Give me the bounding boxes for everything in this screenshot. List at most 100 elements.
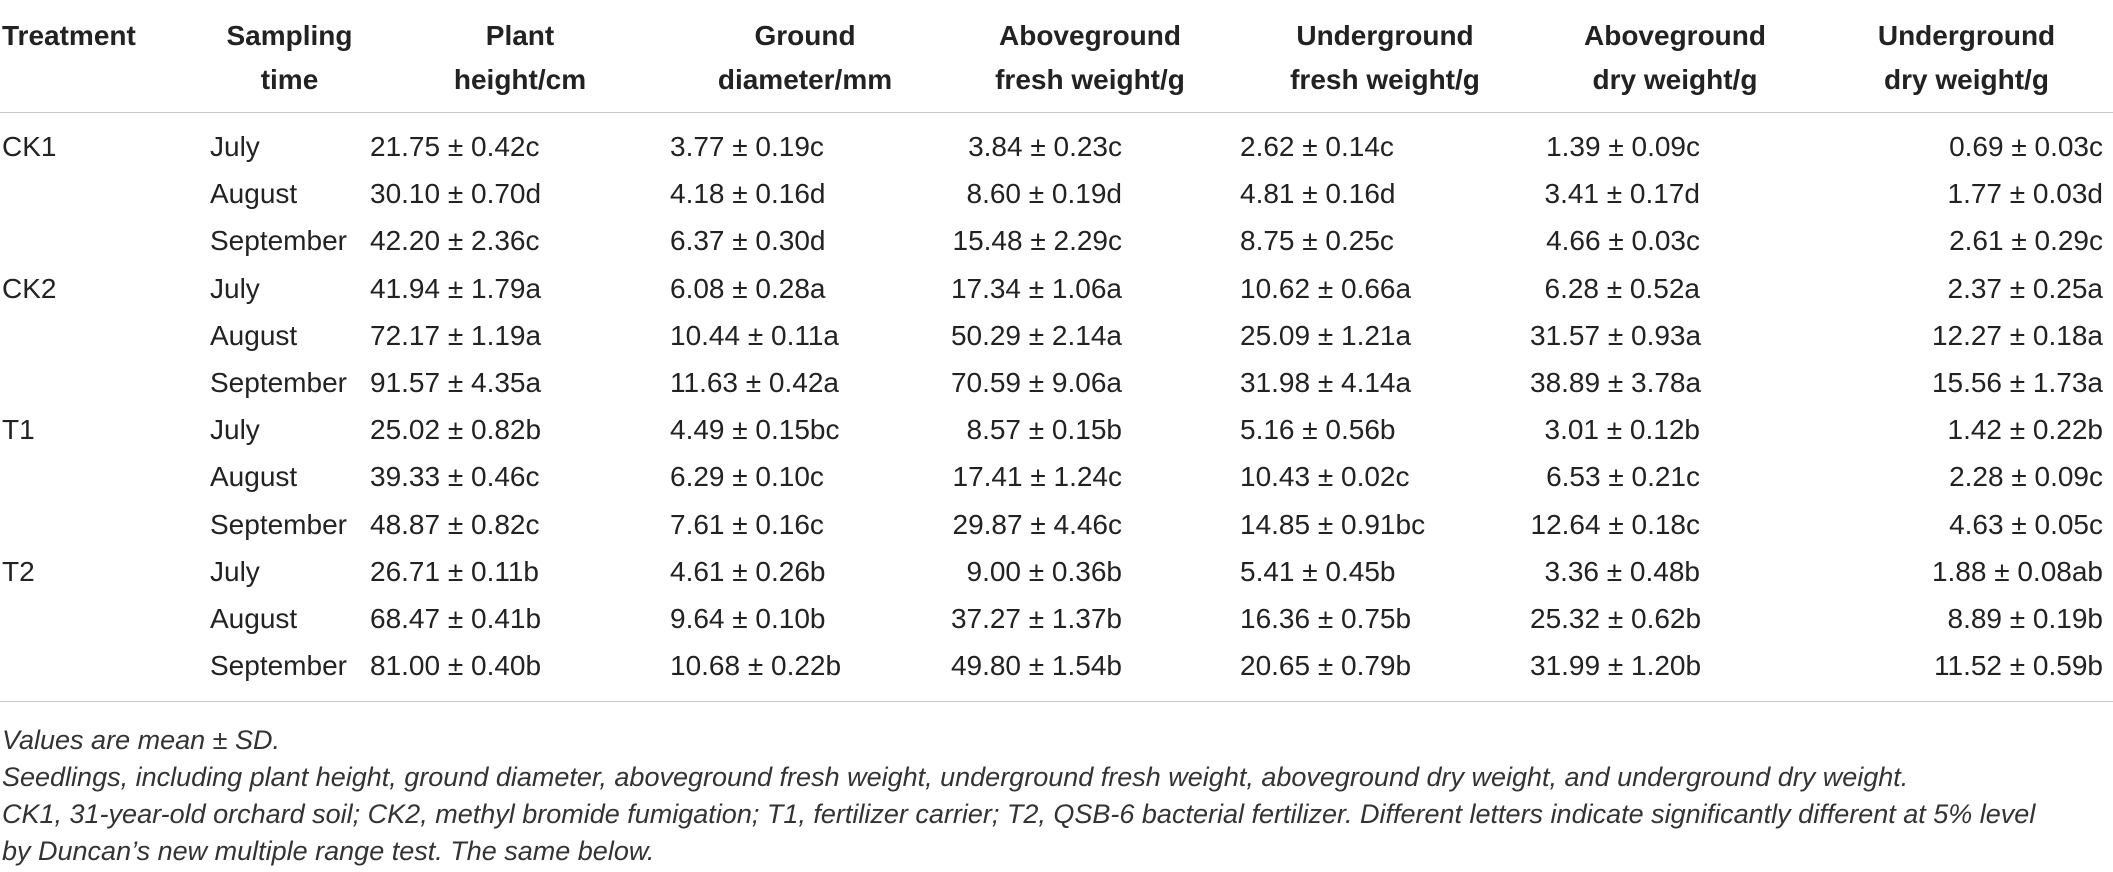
cell-underground-dry-weight: 4.63 ± 0.05c [1949, 508, 2103, 540]
cell-aboveground-dry-weight: 3.36 ± 0.48b [1544, 555, 1701, 587]
header-label: Underground [1877, 20, 2056, 51]
cell-aboveground-dry-weight: 1.39 ± 0.09c [1546, 131, 1700, 162]
header-label: Plant [485, 20, 555, 51]
header-label: Underground [1296, 20, 1474, 51]
cell-ground-diameter: 11.63 ± 0.42a [670, 367, 839, 399]
cell-ground-diameter: 10.44 ± 0.11a [670, 319, 839, 351]
footnote-line: Seedlings, including plant height, groun… [2, 762, 1909, 792]
cell-underground-dry-weight: 1.42 ± 0.22b [1947, 414, 2104, 446]
header-aboveground-dry-weight: Aboveground dry weight/g [1530, 0, 1820, 113]
cell-aboveground-fresh-weight: 17.41 ± 1.24c [952, 461, 1123, 493]
cell-aboveground-dry-weight: 3.41 ± 0.17d [1544, 178, 1701, 210]
cell-treatment [0, 217, 150, 264]
cell-sampling-time: July [210, 555, 260, 587]
cell-underground-dry-weight: 2.37 ± 0.25a [1947, 272, 2104, 304]
header-label: Aboveground [1584, 20, 1766, 51]
cell-treatment: T2 [2, 555, 35, 587]
cell-underground-fresh-weight: 25.09 ± 1.21a [1240, 319, 1412, 351]
cell-underground-dry-weight: 15.56 ± 1.73a [1931, 367, 2103, 399]
cell-underground-fresh-weight: 14.85 ± 0.91bc [1240, 508, 1426, 540]
cell-aboveground-fresh-weight: 49.80 ± 1.54b [940, 642, 1240, 703]
cell-plant-height: 68.47 ± 0.41b [370, 603, 542, 635]
cell-aboveground-dry-weight: 25.32 ± 0.62b [1530, 603, 1702, 635]
cell-sampling-time: August [210, 319, 298, 351]
header-label: fresh weight/g [995, 64, 1185, 95]
header-sampling-time: Sampling time [150, 0, 370, 113]
cell-plant-height: 30.10 ± 0.70d [370, 178, 542, 210]
cell-underground-fresh-weight: 2.62 ± 0.14c [1240, 131, 1394, 162]
cell-ground-diameter: 4.61 ± 0.26b [670, 555, 826, 587]
header-label: diameter/mm [717, 64, 893, 95]
table-row: September 48.87 ± 0.82c 7.61 ± 0.16c 29.87 … [0, 501, 2113, 548]
cell-aboveground-fresh-weight: 8.60 ± 0.19d [966, 178, 1123, 210]
cell-ground-diameter: 10.68 ± 0.22b [670, 642, 940, 703]
table-row: CK1 July 21.75 ± 0.42c 3.77 ± 0.19c 3.84 ± 0… [0, 113, 2113, 171]
cell-underground-dry-weight: 11.52 ± 0.59b [1820, 642, 2113, 703]
cell-plant-height: 21.75 ± 0.42c [370, 131, 540, 162]
cell-plant-height: 39.33 ± 0.46c [370, 461, 540, 493]
cell-treatment [0, 595, 150, 642]
header-treatment: Treatment [0, 0, 150, 113]
cell-plant-height: 81.00 ± 0.40b [370, 642, 670, 703]
header-label: dry weight/g [1592, 64, 1758, 95]
header-plant-height: Plant height/cm [370, 0, 670, 113]
cell-ground-diameter: 4.49 ± 0.15bc [670, 414, 840, 446]
cell-treatment: CK1 [2, 131, 57, 162]
data-table: Treatment Sampling time Plant height/cm … [0, 0, 2113, 703]
cell-underground-fresh-weight: 4.81 ± 0.16d [1240, 178, 1396, 210]
header-ground-diameter: Ground diameter/mm [670, 0, 940, 113]
cell-treatment [0, 642, 150, 703]
cell-sampling-time: July [210, 131, 260, 162]
cell-underground-dry-weight: 1.77 ± 0.03d [1947, 178, 2104, 210]
cell-treatment [0, 359, 150, 406]
cell-underground-dry-weight: 8.89 ± 0.19b [1947, 603, 2104, 635]
cell-aboveground-dry-weight: 31.99 ± 1.20b [1530, 642, 1820, 703]
cell-aboveground-dry-weight: 38.89 ± 3.78a [1530, 367, 1702, 399]
table-row: T2 July 26.71 ± 0.11b 4.61 ± 0.26b 9.00 ± 0.… [0, 548, 2113, 595]
table-row: September 91.57 ± 4.35a 11.63 ± 0.42a 70.59… [0, 359, 2113, 406]
header-underground-fresh-weight: Underground fresh weight/g [1240, 0, 1530, 113]
cell-plant-height: 42.20 ± 2.36c [370, 225, 540, 257]
table-wrapper: Treatment Sampling time Plant height/cm … [0, 0, 2113, 703]
cell-plant-height: 48.87 ± 0.82c [370, 508, 540, 540]
cell-aboveground-fresh-weight: 29.87 ± 4.46c [952, 508, 1123, 540]
cell-treatment [0, 312, 150, 359]
cell-sampling-time: September [210, 225, 347, 257]
cell-ground-diameter: 4.18 ± 0.16d [670, 178, 826, 210]
cell-underground-dry-weight: 2.61 ± 0.29c [1949, 225, 2103, 257]
table-body: CK1 July 21.75 ± 0.42c 3.77 ± 0.19c 3.84 ± 0… [0, 113, 2113, 703]
header-label: time [260, 64, 319, 95]
cell-aboveground-fresh-weight: 8.57 ± 0.15b [966, 414, 1123, 446]
cell-aboveground-fresh-weight: 50.29 ± 2.14a [950, 319, 1122, 351]
cell-treatment: CK2 [2, 272, 57, 304]
cell-sampling-time: July [210, 414, 260, 446]
cell-aboveground-fresh-weight: 17.34 ± 1.06a [950, 272, 1122, 304]
cell-underground-fresh-weight: 5.41 ± 0.45b [1240, 555, 1396, 587]
header-label: height/cm [453, 64, 587, 95]
cell-underground-dry-weight: 1.88 ± 0.08ab [1931, 555, 2103, 587]
cell-plant-height: 72.17 ± 1.19a [370, 319, 542, 351]
cell-aboveground-dry-weight: 12.64 ± 0.18c [1530, 508, 1701, 540]
cell-ground-diameter: 7.61 ± 0.16c [670, 508, 824, 540]
cell-aboveground-fresh-weight: 3.84 ± 0.23c [968, 131, 1122, 162]
cell-plant-height: 91.57 ± 4.35a [370, 367, 542, 399]
cell-aboveground-fresh-weight: 9.00 ± 0.36b [966, 555, 1123, 587]
table-row: August 39.33 ± 0.46c 6.29 ± 0.10c 17.41 ± 1… [0, 453, 2113, 500]
table-row: August 30.10 ± 0.70d 4.18 ± 0.16d 8.60 ± 0.… [0, 170, 2113, 217]
cell-sampling-time: August [210, 178, 298, 210]
cell-aboveground-dry-weight: 4.66 ± 0.03c [1546, 225, 1700, 257]
cell-underground-dry-weight: 12.27 ± 0.18a [1931, 319, 2103, 351]
cell-aboveground-fresh-weight: 37.27 ± 1.37b [950, 603, 1122, 635]
cell-underground-dry-weight: 2.28 ± 0.09c [1949, 461, 2103, 493]
header-label: Sampling [226, 20, 353, 51]
cell-plant-height: 25.02 ± 0.82b [370, 414, 542, 446]
table-row: September 42.20 ± 2.36c 6.37 ± 0.30d 15.48 … [0, 217, 2113, 264]
cell-ground-diameter: 6.29 ± 0.10c [670, 461, 824, 493]
cell-sampling-time: September [210, 508, 347, 540]
cell-treatment: T1 [2, 414, 35, 446]
cell-ground-diameter: 6.37 ± 0.30d [670, 225, 826, 257]
table-row: T1 July 25.02 ± 0.82b 4.49 ± 0.15bc 8.57 ± 0… [0, 406, 2113, 453]
table-row: CK2 July 41.94 ± 1.79a 6.08 ± 0.28a 17.34 ± … [0, 265, 2113, 312]
table-row: September 81.00 ± 0.40b 10.68 ± 0.22b 49.80… [0, 642, 2113, 703]
cell-ground-diameter: 6.08 ± 0.28a [670, 272, 826, 304]
